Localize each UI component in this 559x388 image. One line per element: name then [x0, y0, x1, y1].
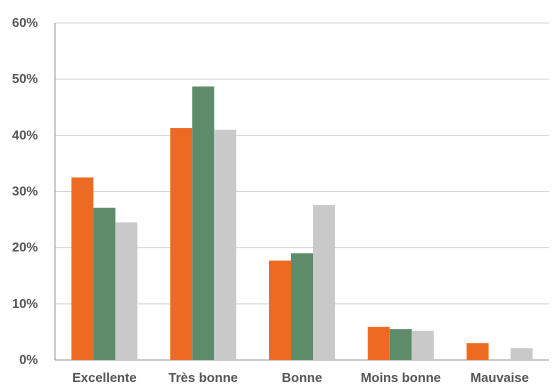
bar: [466, 343, 489, 360]
bar: [115, 222, 138, 360]
bar: [192, 86, 215, 361]
bar: [170, 128, 193, 360]
y-tick-label: 40%: [12, 127, 38, 142]
y-tick-label: 20%: [12, 240, 38, 255]
bar: [93, 207, 116, 360]
bar: [291, 253, 313, 360]
x-category-label: Moins bonne: [361, 370, 441, 385]
bar: [411, 330, 434, 360]
x-axis-categories: Excellente Très bonne Bonne Moins bonne Mauv…: [72, 370, 529, 385]
x-category-label: Très bonne: [169, 370, 238, 385]
bar: [510, 348, 533, 360]
bar: [389, 329, 412, 360]
bar: [71, 177, 94, 360]
y-tick-label: 30%: [12, 184, 38, 199]
bars: [71, 86, 533, 361]
y-tick-label: 60%: [12, 15, 38, 30]
bar: [214, 129, 237, 360]
y-tick-label: 0%: [19, 352, 38, 367]
bar: [367, 326, 390, 360]
y-axis-ticks: 0% 10% 20% 30% 40% 50% 60%: [12, 15, 38, 367]
x-category-label: Bonne: [282, 370, 322, 385]
bar: [269, 260, 291, 360]
bar: [313, 204, 335, 360]
x-category-label: Mauvaise: [470, 370, 529, 385]
y-tick-label: 10%: [12, 296, 38, 311]
y-tick-label: 50%: [12, 71, 38, 86]
x-category-label: Excellente: [72, 370, 136, 385]
